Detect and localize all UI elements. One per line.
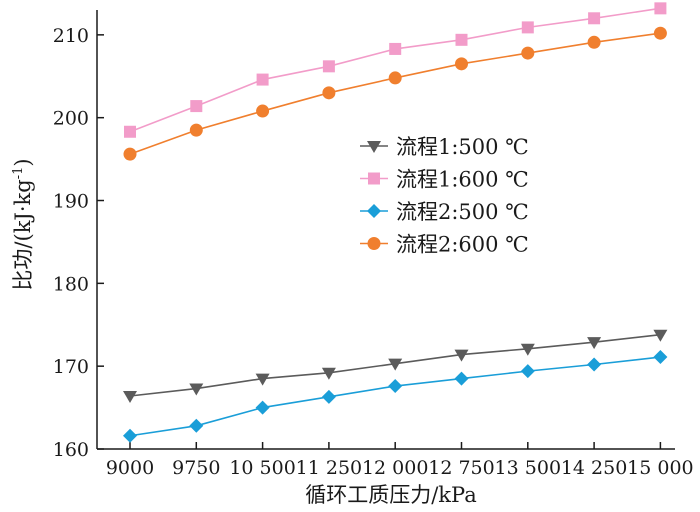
data-point [455, 57, 468, 71]
x-tick-label: 15 000 [627, 457, 693, 479]
data-point [256, 104, 270, 118]
series-2 [124, 2, 667, 138]
x-tick-label: 12 750 [428, 457, 494, 479]
series-layer [123, 2, 668, 443]
legend-label: 流程1:600 ℃ [396, 168, 529, 192]
x-tick-label: 13 500 [495, 457, 561, 479]
y-axis-title-close: ) [11, 158, 35, 166]
data-point [520, 343, 535, 356]
y-tick-label: 200 [53, 108, 89, 130]
x-tick-label: 10 500 [229, 457, 295, 479]
data-point [189, 418, 204, 433]
legend-entry: 流程2:500 ℃ [360, 200, 529, 224]
x-tick-label: 9750 [172, 457, 220, 479]
data-point [454, 349, 469, 362]
legend-entry: 流程1:600 ℃ [360, 168, 529, 192]
data-point [190, 100, 203, 113]
axes [96, 10, 675, 450]
series-3 [123, 350, 668, 443]
y-tick-label: 170 [53, 356, 89, 378]
data-point [454, 371, 469, 386]
y-tick-label: 180 [53, 273, 89, 295]
data-point [455, 33, 468, 46]
data-point [123, 428, 137, 443]
data-point [256, 73, 269, 86]
data-point [587, 337, 602, 350]
data-point [255, 373, 270, 386]
legend-label: 流程1:500 ℃ [396, 135, 529, 159]
data-point [653, 329, 668, 342]
y-tick-label: 210 [53, 25, 89, 47]
legend-label: 流程2:600 ℃ [396, 233, 529, 257]
series-4 [123, 26, 667, 161]
data-point [587, 357, 602, 372]
y-tick-label: 160 [53, 439, 89, 461]
data-point [123, 390, 137, 403]
data-point [124, 125, 136, 138]
x-tick-label: 9000 [106, 457, 154, 479]
data-point [321, 389, 336, 404]
series-line [129, 7, 661, 133]
x-tick-label: 11 250 [296, 457, 362, 479]
legend: 流程1:500 ℃ 流程1:600 ℃ 流程2:500 ℃ 流程2:600 ℃ [360, 135, 529, 257]
x-axis-title: 循环工质压力/kPa [305, 483, 477, 507]
data-point [521, 21, 534, 34]
data-point [388, 379, 403, 394]
y-axis-title: 比功/(kJ·kg-1) [11, 158, 35, 290]
data-point [521, 46, 535, 60]
data-point [321, 367, 336, 380]
legend-marker [367, 204, 381, 218]
x-tick-label: 14 250 [561, 457, 627, 479]
data-point [654, 2, 667, 15]
y-tick-label: 190 [53, 191, 89, 213]
data-point [520, 364, 535, 379]
data-point [255, 400, 270, 415]
legend-marker [367, 237, 381, 250]
y-axis-title-main: 比功/(kJ·kg [11, 179, 35, 290]
legend-entry: 流程1:500 ℃ [360, 135, 529, 159]
data-point [189, 123, 203, 137]
y-axis-title-superscript: -1 [11, 167, 26, 180]
data-point [322, 86, 336, 100]
data-point [189, 383, 204, 396]
x-tick-label: 12 000 [362, 457, 428, 479]
data-point [388, 358, 403, 371]
data-point [653, 26, 667, 40]
data-point [388, 71, 402, 85]
legend-marker [367, 141, 381, 153]
data-point [322, 60, 335, 73]
legend-entry: 流程2:600 ℃ [360, 233, 529, 257]
data-point [587, 35, 601, 49]
data-point [123, 147, 137, 161]
legend-label: 流程2:500 ℃ [396, 200, 529, 224]
legend-marker [368, 172, 380, 185]
data-point [588, 12, 601, 25]
data-point [653, 350, 668, 365]
series-1 [123, 329, 668, 403]
data-point [389, 42, 402, 55]
